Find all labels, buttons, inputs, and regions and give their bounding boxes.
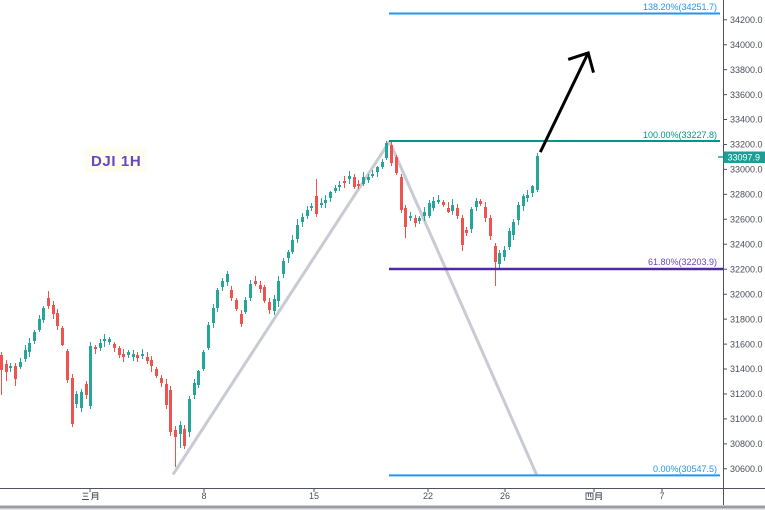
svg-text:32600.0: 32600.0 <box>730 215 763 225</box>
svg-text:15: 15 <box>309 491 319 501</box>
svg-text:DJI 1H: DJI 1H <box>91 153 141 170</box>
svg-text:31200.0: 31200.0 <box>730 389 763 399</box>
svg-text:33400.0: 33400.0 <box>730 115 763 125</box>
svg-text:7: 7 <box>659 491 664 501</box>
svg-text:33800.0: 33800.0 <box>730 65 763 75</box>
svg-text:138.20%(34251.7): 138.20%(34251.7) <box>643 2 717 12</box>
svg-text:0.00%(30547.5): 0.00%(30547.5) <box>653 464 717 474</box>
svg-text:30600.0: 30600.0 <box>730 464 763 474</box>
svg-text:34200.0: 34200.0 <box>730 15 763 25</box>
svg-text:34000.0: 34000.0 <box>730 40 763 50</box>
svg-text:31800.0: 31800.0 <box>730 314 763 324</box>
svg-text:33200.0: 33200.0 <box>730 140 763 150</box>
svg-text:8: 8 <box>201 491 206 501</box>
svg-text:31400.0: 31400.0 <box>730 364 763 374</box>
svg-text:22: 22 <box>423 491 433 501</box>
svg-text:31000.0: 31000.0 <box>730 414 763 424</box>
svg-text:33000.0: 33000.0 <box>730 165 763 175</box>
svg-text:31600.0: 31600.0 <box>730 339 763 349</box>
svg-text:32800.0: 32800.0 <box>730 190 763 200</box>
svg-text:30800.0: 30800.0 <box>730 439 763 449</box>
svg-text:32200.0: 32200.0 <box>730 264 763 274</box>
svg-text:32400.0: 32400.0 <box>730 240 763 250</box>
svg-text:32000.0: 32000.0 <box>730 289 763 299</box>
svg-text:61.80%(32203.9): 61.80%(32203.9) <box>648 257 717 267</box>
svg-text:33097.9: 33097.9 <box>728 152 761 162</box>
svg-text:26: 26 <box>500 491 510 501</box>
svg-text:33600.0: 33600.0 <box>730 90 763 100</box>
svg-text:100.00%(33227.8): 100.00%(33227.8) <box>643 130 717 140</box>
